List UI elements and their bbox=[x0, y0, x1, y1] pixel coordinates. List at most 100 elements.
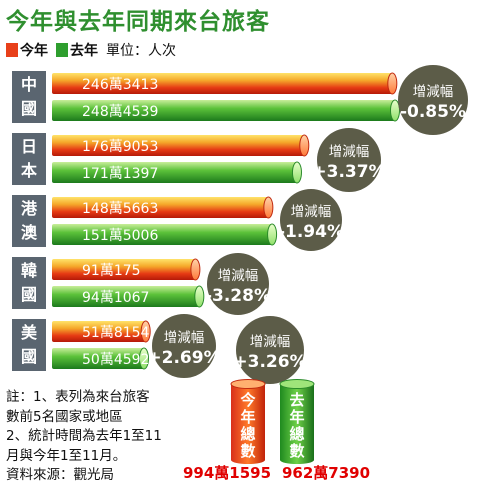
bar-cap bbox=[194, 285, 205, 308]
badge-label: 增減幅 bbox=[413, 83, 454, 100]
bar-value-label: 246萬3413 bbox=[82, 77, 158, 93]
total-bar-cap bbox=[230, 379, 266, 389]
note-line-2: 數前5名國家或地區 bbox=[6, 408, 123, 425]
bar-cap bbox=[390, 99, 400, 122]
total-bar-label-char: 年 bbox=[289, 408, 304, 426]
badge-circle bbox=[398, 65, 468, 135]
bar-cap bbox=[267, 223, 278, 246]
badge-value: +2.69% bbox=[147, 348, 220, 368]
category-label-char: 本 bbox=[21, 161, 37, 180]
total-bar-base bbox=[280, 456, 314, 464]
change-badge-4: 增減幅 +2.69% bbox=[147, 314, 221, 378]
total-bar-last-year: 去年總數去年總數 bbox=[279, 379, 315, 464]
badge-circle bbox=[280, 189, 342, 251]
total-bar-label-char: 今 bbox=[239, 391, 255, 409]
badge-value: -0.85% bbox=[400, 102, 466, 122]
note-line-3: 2、統計時間為去年1至11 bbox=[6, 428, 162, 444]
total-bar-label-char: 總 bbox=[240, 425, 255, 443]
category-label-char: 澳 bbox=[21, 223, 38, 242]
bar-last-year-1: 171萬1397 bbox=[52, 161, 302, 184]
bar-cap bbox=[190, 258, 201, 281]
bar-value-label: 151萬5006 bbox=[82, 228, 158, 244]
notes: 註：1、表列為來台旅客 數前5名國家或地區 2、統計時間為去年1至11 月與今年… bbox=[6, 388, 216, 486]
category-2: 港澳港澳 bbox=[12, 195, 46, 247]
bar-value-label: 94萬1067 bbox=[82, 290, 149, 306]
badge-value: -1.94% bbox=[278, 222, 344, 242]
category-box bbox=[12, 319, 46, 371]
bar-body bbox=[52, 162, 297, 183]
bar-cap bbox=[138, 347, 149, 370]
bar-value-label: 91萬175 bbox=[82, 263, 141, 279]
bar-value-label: 176萬9053 bbox=[82, 139, 158, 155]
bar-this-year-1: 176萬9053 bbox=[52, 134, 310, 157]
category-0: 中國中國 bbox=[12, 71, 46, 123]
bar-this-year-0: 246萬3413 bbox=[52, 72, 398, 95]
category-label-char: 韓 bbox=[21, 261, 37, 280]
badge-label: 增減幅 bbox=[329, 143, 370, 160]
change-badge-2: 增減幅 -1.94% bbox=[278, 189, 344, 251]
category-1: 日本日本 bbox=[12, 133, 46, 185]
category-box bbox=[12, 133, 46, 185]
bar-cap bbox=[140, 320, 151, 343]
page-title: 今年與去年同期來台旅客 bbox=[6, 9, 270, 35]
legend-this-year-label: 今年 bbox=[20, 43, 48, 59]
bar-last-year-0: 248萬4539 bbox=[52, 99, 400, 122]
bar-this-year-2: 148萬5663 bbox=[52, 196, 274, 219]
total-bar-label-char: 去 bbox=[289, 391, 304, 409]
total-this-year-value: 994萬1595 bbox=[183, 464, 272, 482]
bar-cap bbox=[299, 134, 310, 157]
badge-value: -3.28% bbox=[205, 286, 271, 306]
total-bar-label-char: 數 bbox=[240, 442, 255, 460]
note-line-1: 註：1、表列為來台旅客 bbox=[6, 389, 150, 405]
legend-this-year-swatch bbox=[6, 43, 18, 57]
category-label-char: 中 bbox=[21, 75, 37, 94]
category-label-char: 港 bbox=[21, 199, 38, 218]
badge-label: 增減幅 bbox=[218, 267, 259, 284]
category-box bbox=[12, 71, 46, 123]
bar-cap bbox=[387, 72, 398, 95]
bar-body bbox=[52, 100, 395, 121]
unit-label: 單位：人次 bbox=[106, 43, 176, 59]
category-3: 韓國韓國 bbox=[12, 257, 46, 309]
badge-label: 增減幅 bbox=[291, 203, 332, 220]
bar-value-label: 51萬8154 bbox=[82, 325, 150, 341]
bar-cap bbox=[291, 161, 302, 184]
note-line-4: 月與今年1至11月。 bbox=[6, 447, 127, 464]
category-box bbox=[12, 195, 46, 247]
bar-body bbox=[52, 259, 196, 280]
bar-body bbox=[52, 224, 273, 245]
badge-value: +3.37% bbox=[312, 162, 385, 182]
legend-last-year-swatch bbox=[56, 43, 68, 57]
bar-value-label: 50萬4592 bbox=[82, 352, 149, 368]
legend: 今年 去年 單位：人次 bbox=[6, 40, 176, 59]
category-label-char: 國 bbox=[21, 347, 37, 366]
change-badge-0: 增減幅 -0.85% bbox=[398, 65, 468, 135]
bar-body bbox=[52, 321, 146, 342]
category-4: 美國美國 bbox=[12, 319, 46, 371]
bar-body bbox=[52, 135, 305, 156]
bar-body bbox=[52, 73, 393, 94]
badge-label: 增減幅 bbox=[250, 333, 291, 350]
category-label-char: 國 bbox=[21, 285, 37, 304]
bar-this-year-4: 51萬8154 bbox=[52, 320, 151, 343]
total-bar-label-char: 總 bbox=[289, 425, 304, 443]
badge-label: 增減幅 bbox=[164, 329, 205, 346]
bar-last-year-4: 50萬4592 bbox=[52, 347, 149, 370]
total-bar-label-char: 數 bbox=[289, 442, 304, 460]
bar-this-year-3: 91萬175 bbox=[52, 258, 201, 281]
bar-value-label: 148萬5663 bbox=[82, 201, 158, 217]
total-change-badge: 增減幅 +3.26% bbox=[233, 316, 307, 384]
badge-circle bbox=[236, 316, 304, 384]
legend-last-year-label: 去年 bbox=[70, 43, 98, 59]
badge-circle bbox=[152, 314, 216, 378]
total-bar-label-char: 年 bbox=[240, 408, 255, 426]
total-bar-body bbox=[231, 384, 265, 460]
bar-body bbox=[52, 348, 144, 369]
bar-body bbox=[52, 286, 200, 307]
category-label-char: 國 bbox=[21, 99, 37, 118]
bar-last-year-3: 94萬1067 bbox=[52, 285, 205, 308]
bar-last-year-2: 151萬5006 bbox=[52, 223, 278, 246]
total-bar-body bbox=[280, 384, 314, 460]
total-bar-cap bbox=[279, 379, 315, 389]
